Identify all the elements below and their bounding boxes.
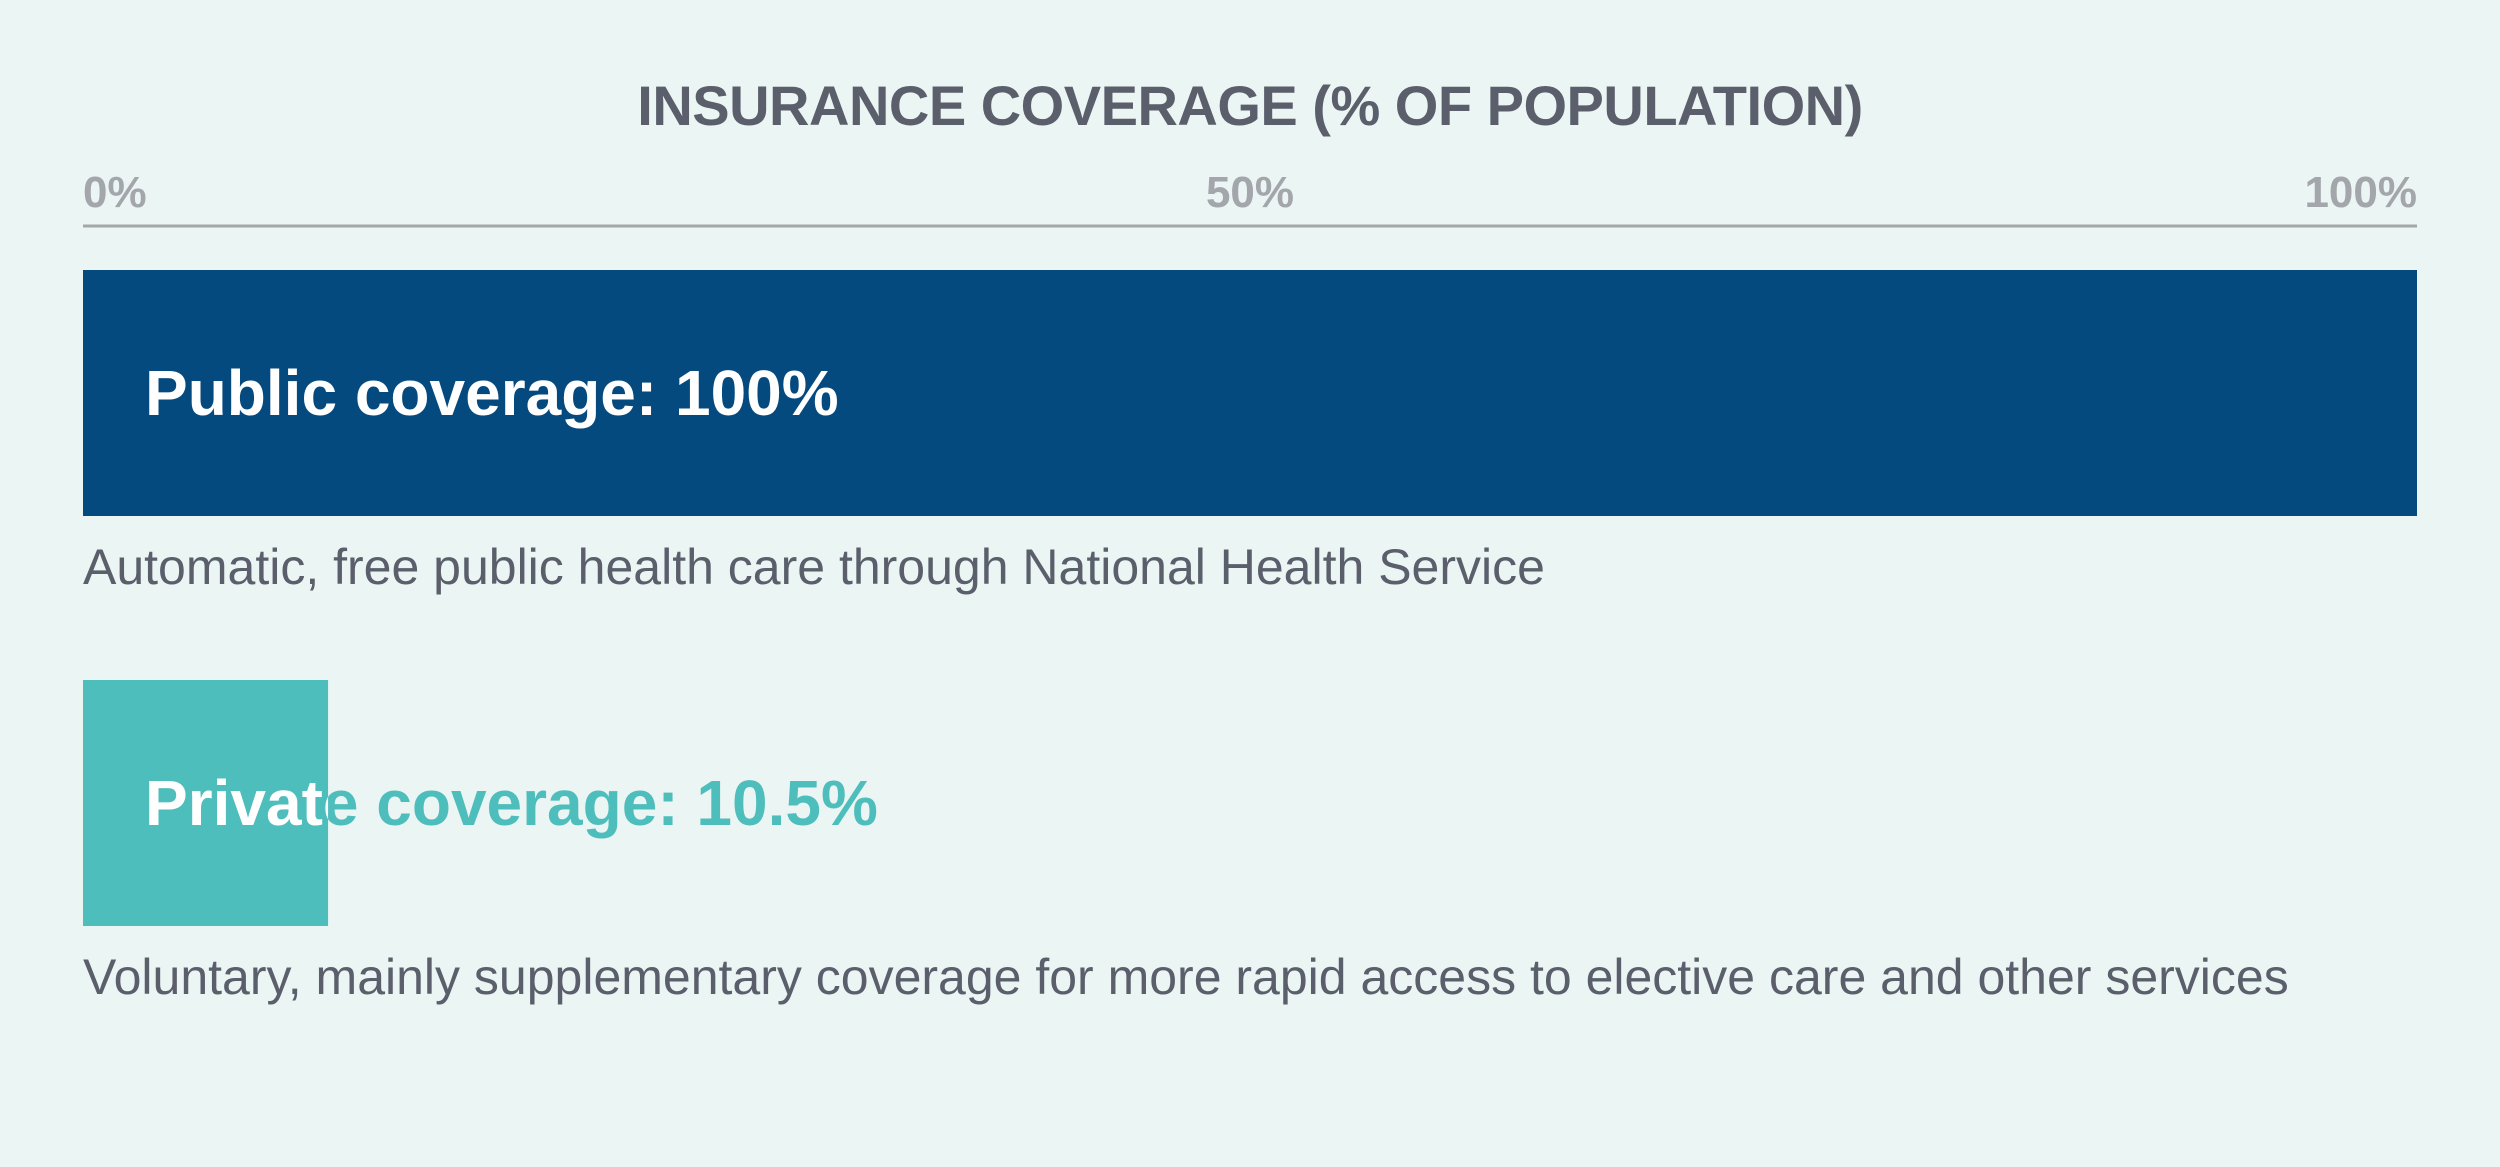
bar-public	[83, 270, 2417, 516]
bar-private	[83, 680, 329, 926]
bar-series: Public coverage: 100%Public coverage: 10…	[83, 270, 2417, 1005]
x-axis: 0% 50% 100%	[83, 168, 2417, 228]
bar-description: Voluntary, mainly supplementary coverage…	[83, 949, 2289, 1005]
chart-title: INSURANCE COVERAGE (% OF POPULATION)	[637, 74, 1862, 137]
bar-description: Automatic, free public health care throu…	[83, 539, 1545, 595]
bar-data-label-overlay: Public coverage: 100%	[145, 357, 839, 429]
x-tick-label: 50%	[1206, 168, 1294, 217]
bar-data-label: Private coverage: 10.5%	[145, 767, 878, 839]
x-tick-label: 100%	[2304, 168, 2417, 217]
bar-data-label: Public coverage: 100%	[145, 357, 839, 429]
bar-data-label-overlay: Private coverage: 10.5%	[145, 767, 878, 839]
x-tick-label: 0%	[83, 168, 147, 217]
